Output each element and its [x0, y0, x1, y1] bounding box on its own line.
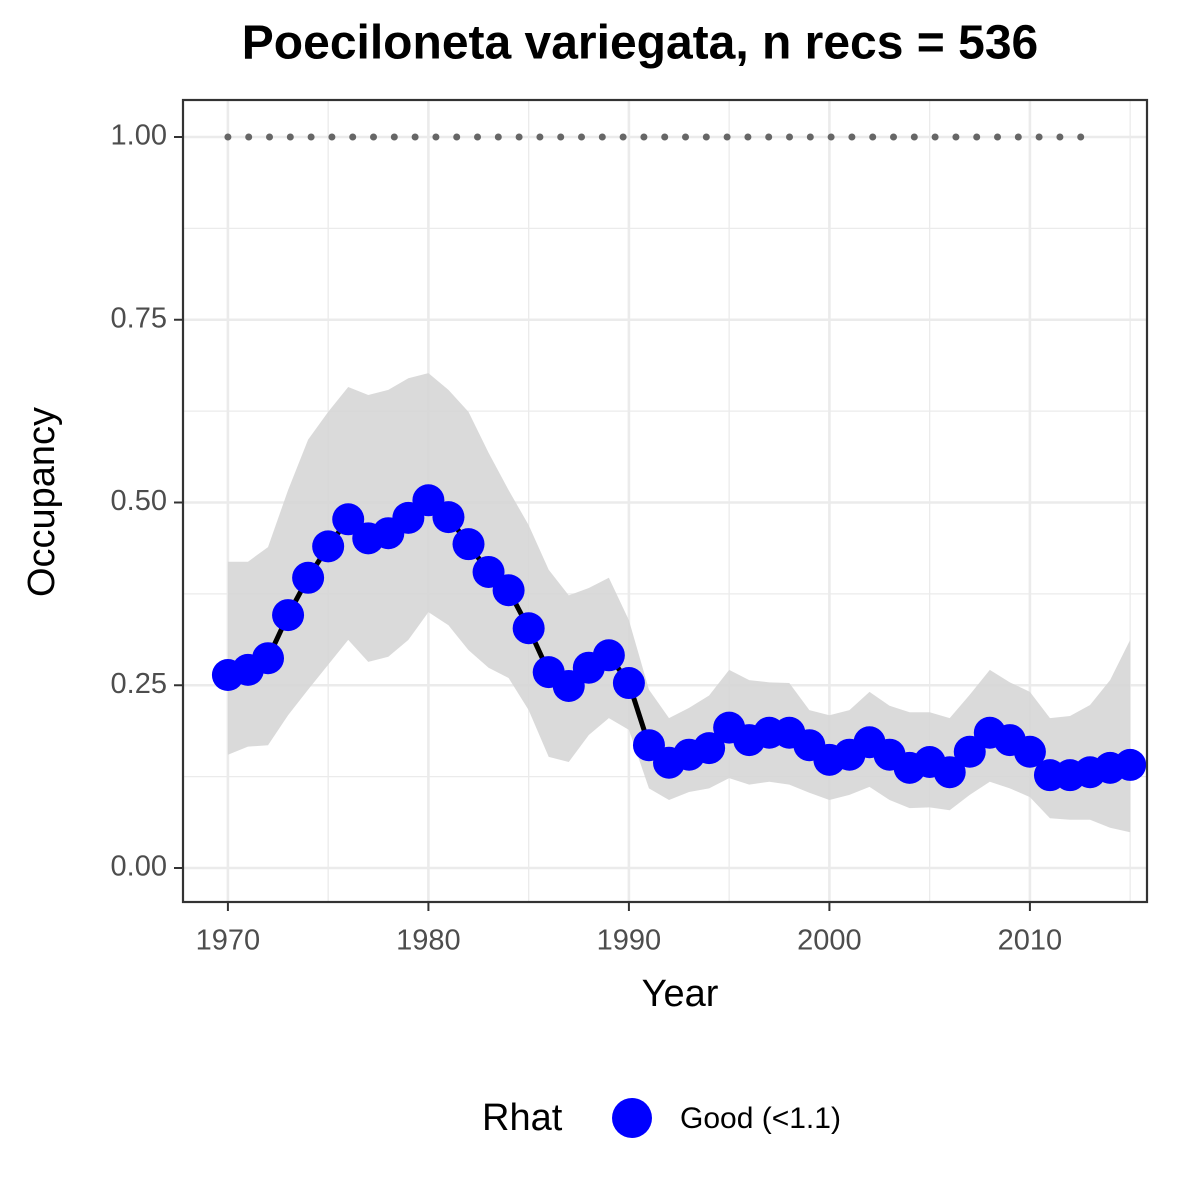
- data-point: [292, 561, 325, 594]
- data-point: [592, 639, 625, 672]
- x-tick-label: 2000: [797, 925, 862, 957]
- data-point: [272, 599, 305, 632]
- data-point: [693, 732, 726, 765]
- y-tick-label: 0.75: [111, 302, 167, 334]
- y-axis-title: Occupancy: [21, 407, 63, 597]
- data-point: [252, 642, 285, 675]
- y-tick-label: 0.25: [111, 668, 167, 700]
- data-point: [492, 574, 525, 607]
- data-point: [1114, 748, 1147, 781]
- data-point: [612, 667, 645, 700]
- data-point: [512, 612, 545, 645]
- data-point: [953, 735, 986, 768]
- x-tick-label: 1980: [396, 925, 461, 957]
- legend-swatch: [612, 1098, 652, 1138]
- y-tick-label: 1.00: [111, 120, 167, 152]
- panel-border: [181, 98, 1149, 904]
- data-point: [452, 528, 485, 561]
- data-point: [332, 503, 365, 536]
- data-point: [312, 530, 345, 563]
- legend-label: Good (<1.1): [680, 1102, 841, 1135]
- x-axis-title: Year: [642, 973, 719, 1015]
- x-tick-label: 1990: [597, 925, 662, 957]
- legend-title: Rhat: [482, 1097, 563, 1139]
- x-tick-label: 1970: [196, 925, 261, 957]
- data-point: [1013, 735, 1046, 768]
- y-tick-label: 0.00: [111, 851, 167, 883]
- chart-title: Poeciloneta variegata, n recs = 536: [242, 17, 1038, 70]
- data-point: [933, 756, 966, 789]
- data-point: [432, 501, 465, 534]
- confidence-ribbon: [227, 373, 1131, 833]
- x-tick-label: 2010: [998, 925, 1063, 957]
- y-tick-label: 0.50: [111, 485, 167, 517]
